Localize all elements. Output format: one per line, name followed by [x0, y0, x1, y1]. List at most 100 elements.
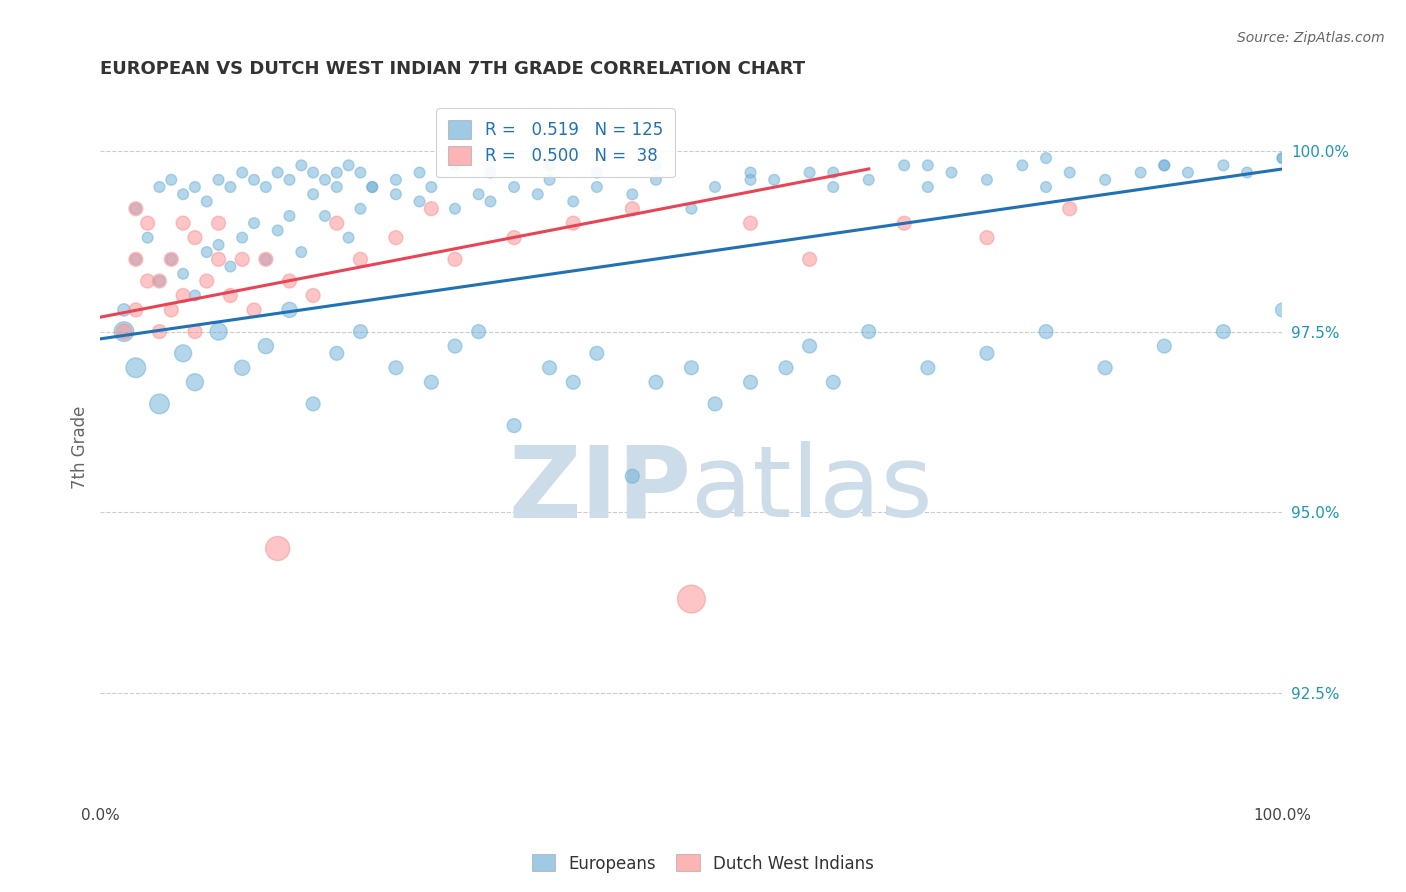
Point: [207, 238, 229, 252]
Point: [538, 360, 561, 375]
Point: [326, 346, 349, 360]
Point: [125, 252, 148, 267]
Point: [219, 260, 242, 274]
Text: EUROPEAN VS DUTCH WEST INDIAN 7TH GRADE CORRELATION CHART: EUROPEAN VS DUTCH WEST INDIAN 7TH GRADE …: [100, 60, 806, 78]
Point: [385, 230, 408, 244]
Point: [172, 267, 194, 281]
Point: [503, 418, 526, 433]
Point: [302, 165, 325, 179]
Point: [148, 274, 170, 288]
Point: [160, 252, 183, 267]
Point: [385, 360, 408, 375]
Point: [219, 288, 242, 302]
Point: [1271, 151, 1294, 165]
Point: [160, 173, 183, 187]
Point: [1153, 339, 1175, 353]
Point: [112, 302, 135, 317]
Point: [125, 360, 148, 375]
Point: [621, 187, 644, 202]
Point: [621, 202, 644, 216]
Point: [420, 202, 443, 216]
Point: [172, 288, 194, 302]
Text: Source: ZipAtlas.com: Source: ZipAtlas.com: [1237, 31, 1385, 45]
Point: [184, 288, 207, 302]
Point: [917, 158, 939, 172]
Point: [1035, 151, 1057, 165]
Point: [326, 216, 349, 230]
Point: [976, 346, 998, 360]
Point: [243, 173, 266, 187]
Point: [148, 325, 170, 339]
Point: [917, 360, 939, 375]
Point: [408, 194, 430, 209]
Point: [444, 339, 467, 353]
Point: [243, 302, 266, 317]
Point: [976, 173, 998, 187]
Legend: Europeans, Dutch West Indians: Europeans, Dutch West Indians: [526, 847, 880, 880]
Point: [266, 223, 288, 237]
Point: [314, 209, 336, 223]
Point: [184, 180, 207, 194]
Point: [290, 245, 312, 260]
Text: ZIP: ZIP: [509, 442, 692, 538]
Point: [858, 173, 880, 187]
Point: [254, 180, 277, 194]
Point: [917, 180, 939, 194]
Point: [326, 180, 349, 194]
Y-axis label: 7th Grade: 7th Grade: [72, 406, 89, 489]
Point: [823, 376, 845, 390]
Point: [562, 216, 585, 230]
Point: [207, 252, 229, 267]
Point: [562, 376, 585, 390]
Point: [444, 158, 467, 172]
Point: [231, 360, 253, 375]
Point: [645, 173, 668, 187]
Point: [1059, 165, 1081, 179]
Point: [704, 180, 727, 194]
Point: [349, 252, 371, 267]
Point: [136, 230, 159, 244]
Point: [704, 397, 727, 411]
Point: [740, 165, 762, 179]
Point: [314, 173, 336, 187]
Point: [941, 165, 963, 179]
Point: [1271, 151, 1294, 165]
Point: [1059, 202, 1081, 216]
Point: [586, 180, 609, 194]
Point: [775, 360, 797, 375]
Point: [444, 202, 467, 216]
Point: [184, 325, 207, 339]
Point: [1094, 173, 1116, 187]
Legend: R =   0.519   N = 125, R =   0.500   N =  38: R = 0.519 N = 125, R = 0.500 N = 38: [436, 109, 675, 177]
Text: atlas: atlas: [692, 442, 934, 538]
Point: [266, 165, 288, 179]
Point: [231, 230, 253, 244]
Point: [586, 165, 609, 179]
Point: [586, 346, 609, 360]
Point: [160, 302, 183, 317]
Point: [254, 252, 277, 267]
Point: [740, 376, 762, 390]
Point: [858, 325, 880, 339]
Point: [1212, 325, 1234, 339]
Point: [1129, 165, 1152, 179]
Point: [112, 325, 135, 339]
Point: [278, 209, 301, 223]
Point: [538, 158, 561, 172]
Point: [823, 180, 845, 194]
Point: [681, 592, 703, 607]
Point: [823, 165, 845, 179]
Point: [526, 187, 548, 202]
Point: [1236, 165, 1258, 179]
Point: [763, 173, 786, 187]
Point: [125, 202, 148, 216]
Point: [467, 325, 489, 339]
Point: [444, 252, 467, 267]
Point: [302, 397, 325, 411]
Point: [420, 376, 443, 390]
Point: [160, 252, 183, 267]
Point: [148, 180, 170, 194]
Point: [1153, 158, 1175, 172]
Point: [302, 187, 325, 202]
Point: [479, 165, 502, 179]
